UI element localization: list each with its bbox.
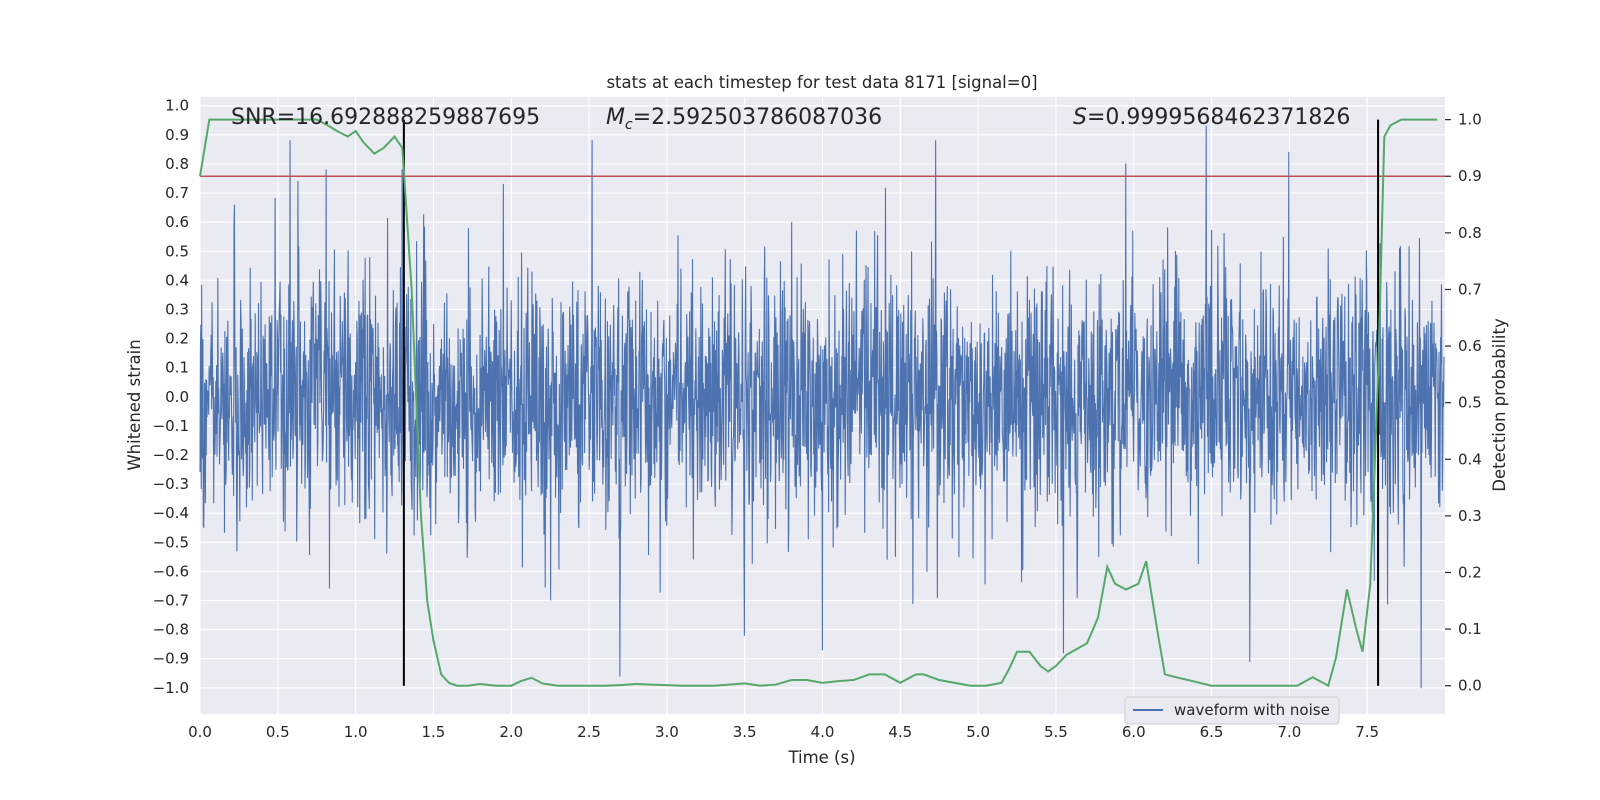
y-tick-label-left: 0.0 [165,388,189,406]
y-tick-label-left: −0.6 [153,562,189,580]
overlay-layer [200,119,1445,686]
x-tick-label: 6.5 [1200,723,1224,741]
y-tick-label-left: 0.1 [165,359,189,377]
waveform-line [199,125,1445,689]
y-axis-right-label: Detection probability [1490,318,1509,492]
y-axis-left-ticks: 1.0 0.9 0.8 0.7 0.6 0.5 0.4 0.3 0.2 0.1 0.0 −0.1 −0.… [153,97,189,697]
probability-line [199,118,1438,688]
mc-value: =2.592503786087036 [633,105,882,130]
y-tick-label-left: 0.7 [165,184,189,202]
legend: waveform with noise [1124,696,1340,725]
y-tick-label-right: 0.7 [1458,280,1482,298]
y-tick-label-right: 0.9 [1458,167,1482,185]
y-tick-label-left: −0.1 [153,417,189,435]
probability-series [199,118,1438,688]
y-tick-label-left: 0.6 [165,213,189,231]
y-tick-label-right: 0.4 [1458,450,1482,468]
x-tick-label: 3.5 [733,723,757,741]
y-tick-label-left: 0.5 [165,242,189,260]
x-tick-label: 7.0 [1277,723,1301,741]
chart-title: stats at each timestep for test data 817… [606,73,1037,92]
x-tick-label: 3.0 [655,723,679,741]
y-tick-label-left: −0.2 [153,446,189,464]
s-symbol: S [1073,105,1087,130]
y-tick-label-right: 0.2 [1458,563,1482,581]
x-tick-label: 1.0 [344,723,368,741]
x-axis-label: Time (s) [787,748,855,767]
y-tick-label-left: 0.3 [165,300,189,318]
x-tick-label: 7.5 [1355,723,1379,741]
y-tick-label-left: 0.2 [165,330,189,348]
x-tick-label: 4.5 [888,723,912,741]
y-tick-label-right: 0.8 [1458,224,1482,242]
y-tick-label-left: 1.0 [165,97,189,115]
x-tick-label: 0.5 [266,723,290,741]
x-tick-label: 1.5 [422,723,446,741]
y-tick-label-left: −0.7 [153,591,189,609]
y-tick-label-left: −0.5 [153,533,189,551]
y-tick-label-right: 1.0 [1458,111,1482,129]
legend-entry-waveform: waveform with noise [1174,701,1330,719]
mc-symbol: M [606,105,625,130]
x-tick-label: 2.0 [499,723,523,741]
y-tick-label-left: 0.8 [165,155,189,173]
y-tick-label-left: −0.8 [153,621,189,639]
x-tick-label: 4.0 [811,723,835,741]
legend-box [1124,696,1340,725]
y-tick-label-left: 0.4 [165,271,189,289]
y-tick-label-right: 0.1 [1458,620,1482,638]
x-axis-ticks: 0.0 0.5 1.0 1.5 2.0 2.5 3.0 3.5 4.0 4.5 5.0 5.5 6.0 6… [188,723,1379,741]
x-tick-label: 0.0 [188,723,212,741]
x-tick-label: 2.5 [577,723,601,741]
y-tick-label-left: −0.3 [153,475,189,493]
y-tick-label-left: −1.0 [153,679,189,697]
y-tick-label-left: −0.4 [153,504,189,522]
s-annotation: S=0.9999568462371826 [1073,105,1350,130]
y-axis-left-label: Whitened strain [125,339,144,470]
x-tick-label: 5.0 [966,723,990,741]
y-tick-label-left: 0.9 [165,126,189,144]
y-tick-label-right: 0.5 [1458,394,1482,412]
y-tick-label-right: 0.3 [1458,507,1482,525]
x-tick-label: 5.5 [1044,723,1068,741]
y-tick-label-right: 0.0 [1458,677,1482,695]
waveform-series [199,125,1445,689]
snr-annotation: SNR=16.692888259887695 [231,105,540,130]
mc-subscript: c [625,117,633,133]
s-value: =0.9999568462371826 [1087,105,1350,130]
y-tick-label-right: 0.6 [1458,337,1482,355]
mc-annotation: Mc=2.592503786087036 [606,105,882,133]
x-tick-label: 6.0 [1122,723,1146,741]
y-axis-right-ticks: 1.0 0.9 0.8 0.7 0.6 0.5 0.4 0.3 0.2 0.1 0.0 [1445,111,1482,695]
y-tick-label-left: −0.9 [153,650,189,668]
